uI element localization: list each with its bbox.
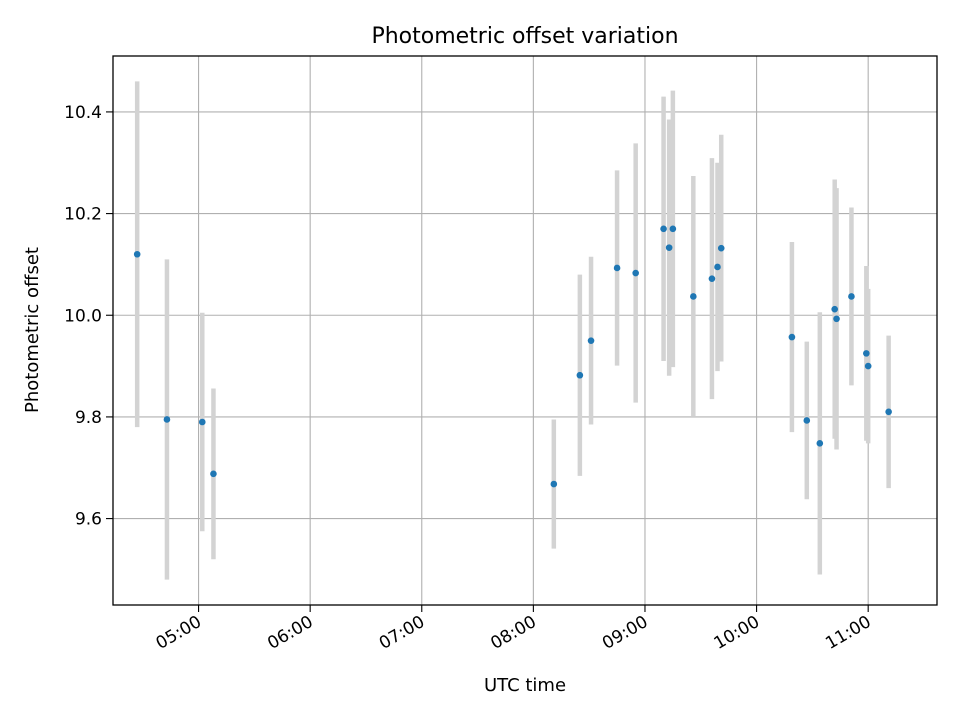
data-point [690,293,697,300]
data-point [669,225,677,233]
x-tick-label: 09:00 [599,612,651,654]
x-tick-label: 08:00 [487,612,539,654]
data-point [587,337,595,344]
data-point [665,244,673,251]
data-point [714,263,721,271]
data-point [885,408,892,416]
data-point [848,293,855,300]
x-tick-label: 07:00 [376,612,428,654]
data-point [788,333,796,341]
grid [113,56,937,605]
data-point [613,264,621,272]
data-point [708,275,716,282]
data-point [632,269,639,277]
data-point [198,418,206,426]
x-tick-label: 11:00 [822,612,874,654]
data-point [863,350,870,357]
data-point [717,244,725,252]
y-tick-label: 10.2 [64,205,102,225]
data-point [660,225,667,233]
error-bars [134,81,891,580]
y-tick-label: 10.4 [64,103,102,123]
data-point [816,440,824,447]
y-axis-label: Photometric offset [22,247,43,413]
data-point [576,371,584,379]
data-point [210,470,217,478]
y-tick-label: 9.6 [75,510,102,530]
data-point [163,416,171,423]
x-tick-label: 06:00 [264,612,316,654]
chart-title: Photometric offset variation [371,24,678,49]
ticks: 05:00 06:00 07:00 08:00 09:00 10:00 11:00 9.6 9.… [64,103,875,654]
data-point [831,305,838,313]
x-tick-label: 10:00 [711,612,763,654]
x-axis-label: UTC time [484,675,566,696]
data-point [133,250,141,258]
data-point [864,362,872,370]
data-points [133,225,892,488]
x-tick-label: 05:00 [153,612,205,654]
plot-frame [112,55,938,606]
data-point [833,315,840,323]
y-tick-label: 10.0 [64,306,102,326]
data-point [803,417,811,424]
y-tick-label: 9.8 [75,408,102,428]
data-point [550,480,558,488]
